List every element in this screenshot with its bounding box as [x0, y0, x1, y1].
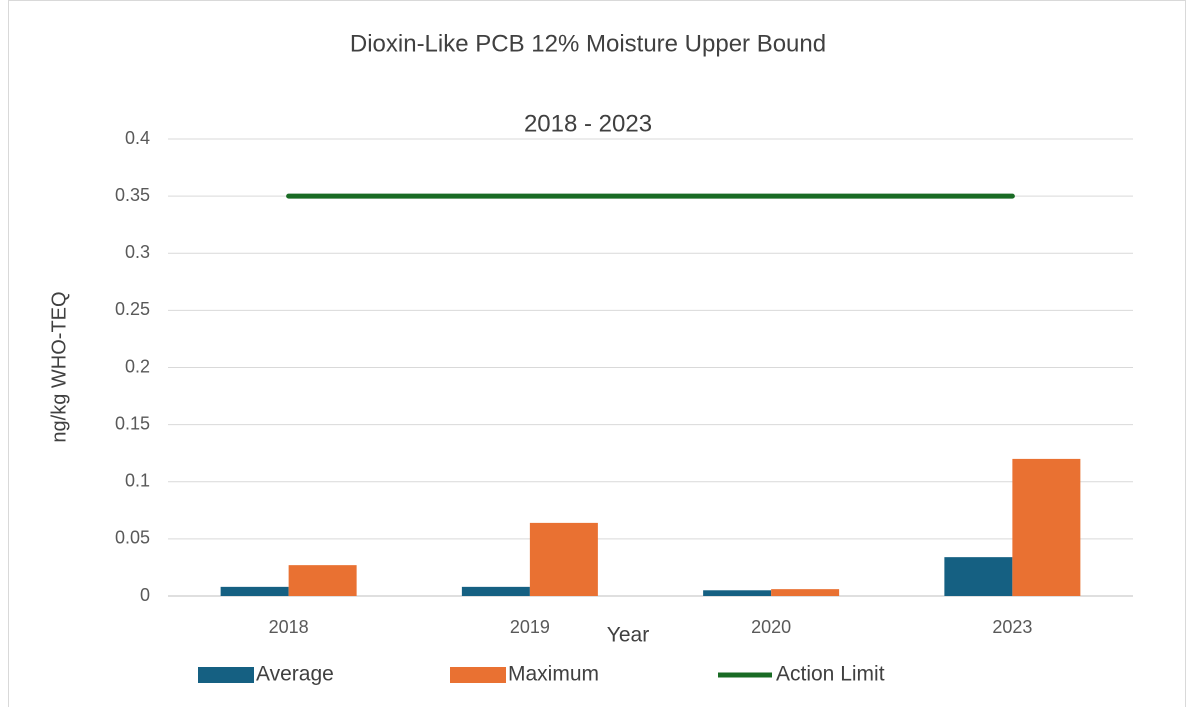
chart-subtitle: 2018 - 2023: [524, 110, 652, 137]
bar: [529, 522, 598, 596]
y-tick-label: 0.2: [125, 356, 150, 376]
y-axis-label: ng/kg WHO-TEQ: [48, 291, 70, 442]
y-tick-label: 0.35: [115, 185, 150, 205]
chart-title: Dioxin-Like PCB 12% Moisture Upper Bound: [350, 30, 826, 57]
legend-label: Maximum: [508, 663, 599, 686]
bar: [703, 590, 772, 596]
legend-label: Action Limit: [776, 663, 885, 686]
legend-swatch: [198, 667, 254, 683]
y-tick-label: 0.3: [125, 242, 150, 262]
y-tick-label: 0.15: [115, 413, 150, 433]
y-tick-label: 0: [140, 585, 150, 605]
x-tick-label: 2019: [510, 617, 550, 637]
bar: [288, 565, 357, 596]
x-axis-label: Year: [607, 624, 649, 647]
bar: [771, 589, 840, 596]
y-tick-label: 0.1: [125, 471, 150, 491]
y-tick-label: 0.25: [115, 299, 150, 319]
legend-label: Average: [256, 663, 334, 686]
y-tick-label: 0.05: [115, 528, 150, 548]
bar: [220, 586, 289, 596]
bar: [461, 586, 530, 596]
bar: [944, 557, 1013, 596]
bar: [1012, 458, 1081, 596]
legend-swatch: [450, 667, 506, 683]
x-tick-label: 2023: [992, 617, 1032, 637]
x-tick-label: 2018: [269, 617, 309, 637]
y-tick-label: 0.4: [125, 128, 150, 148]
x-tick-label: 2020: [751, 617, 791, 637]
chart-frame: [8, 0, 1186, 707]
